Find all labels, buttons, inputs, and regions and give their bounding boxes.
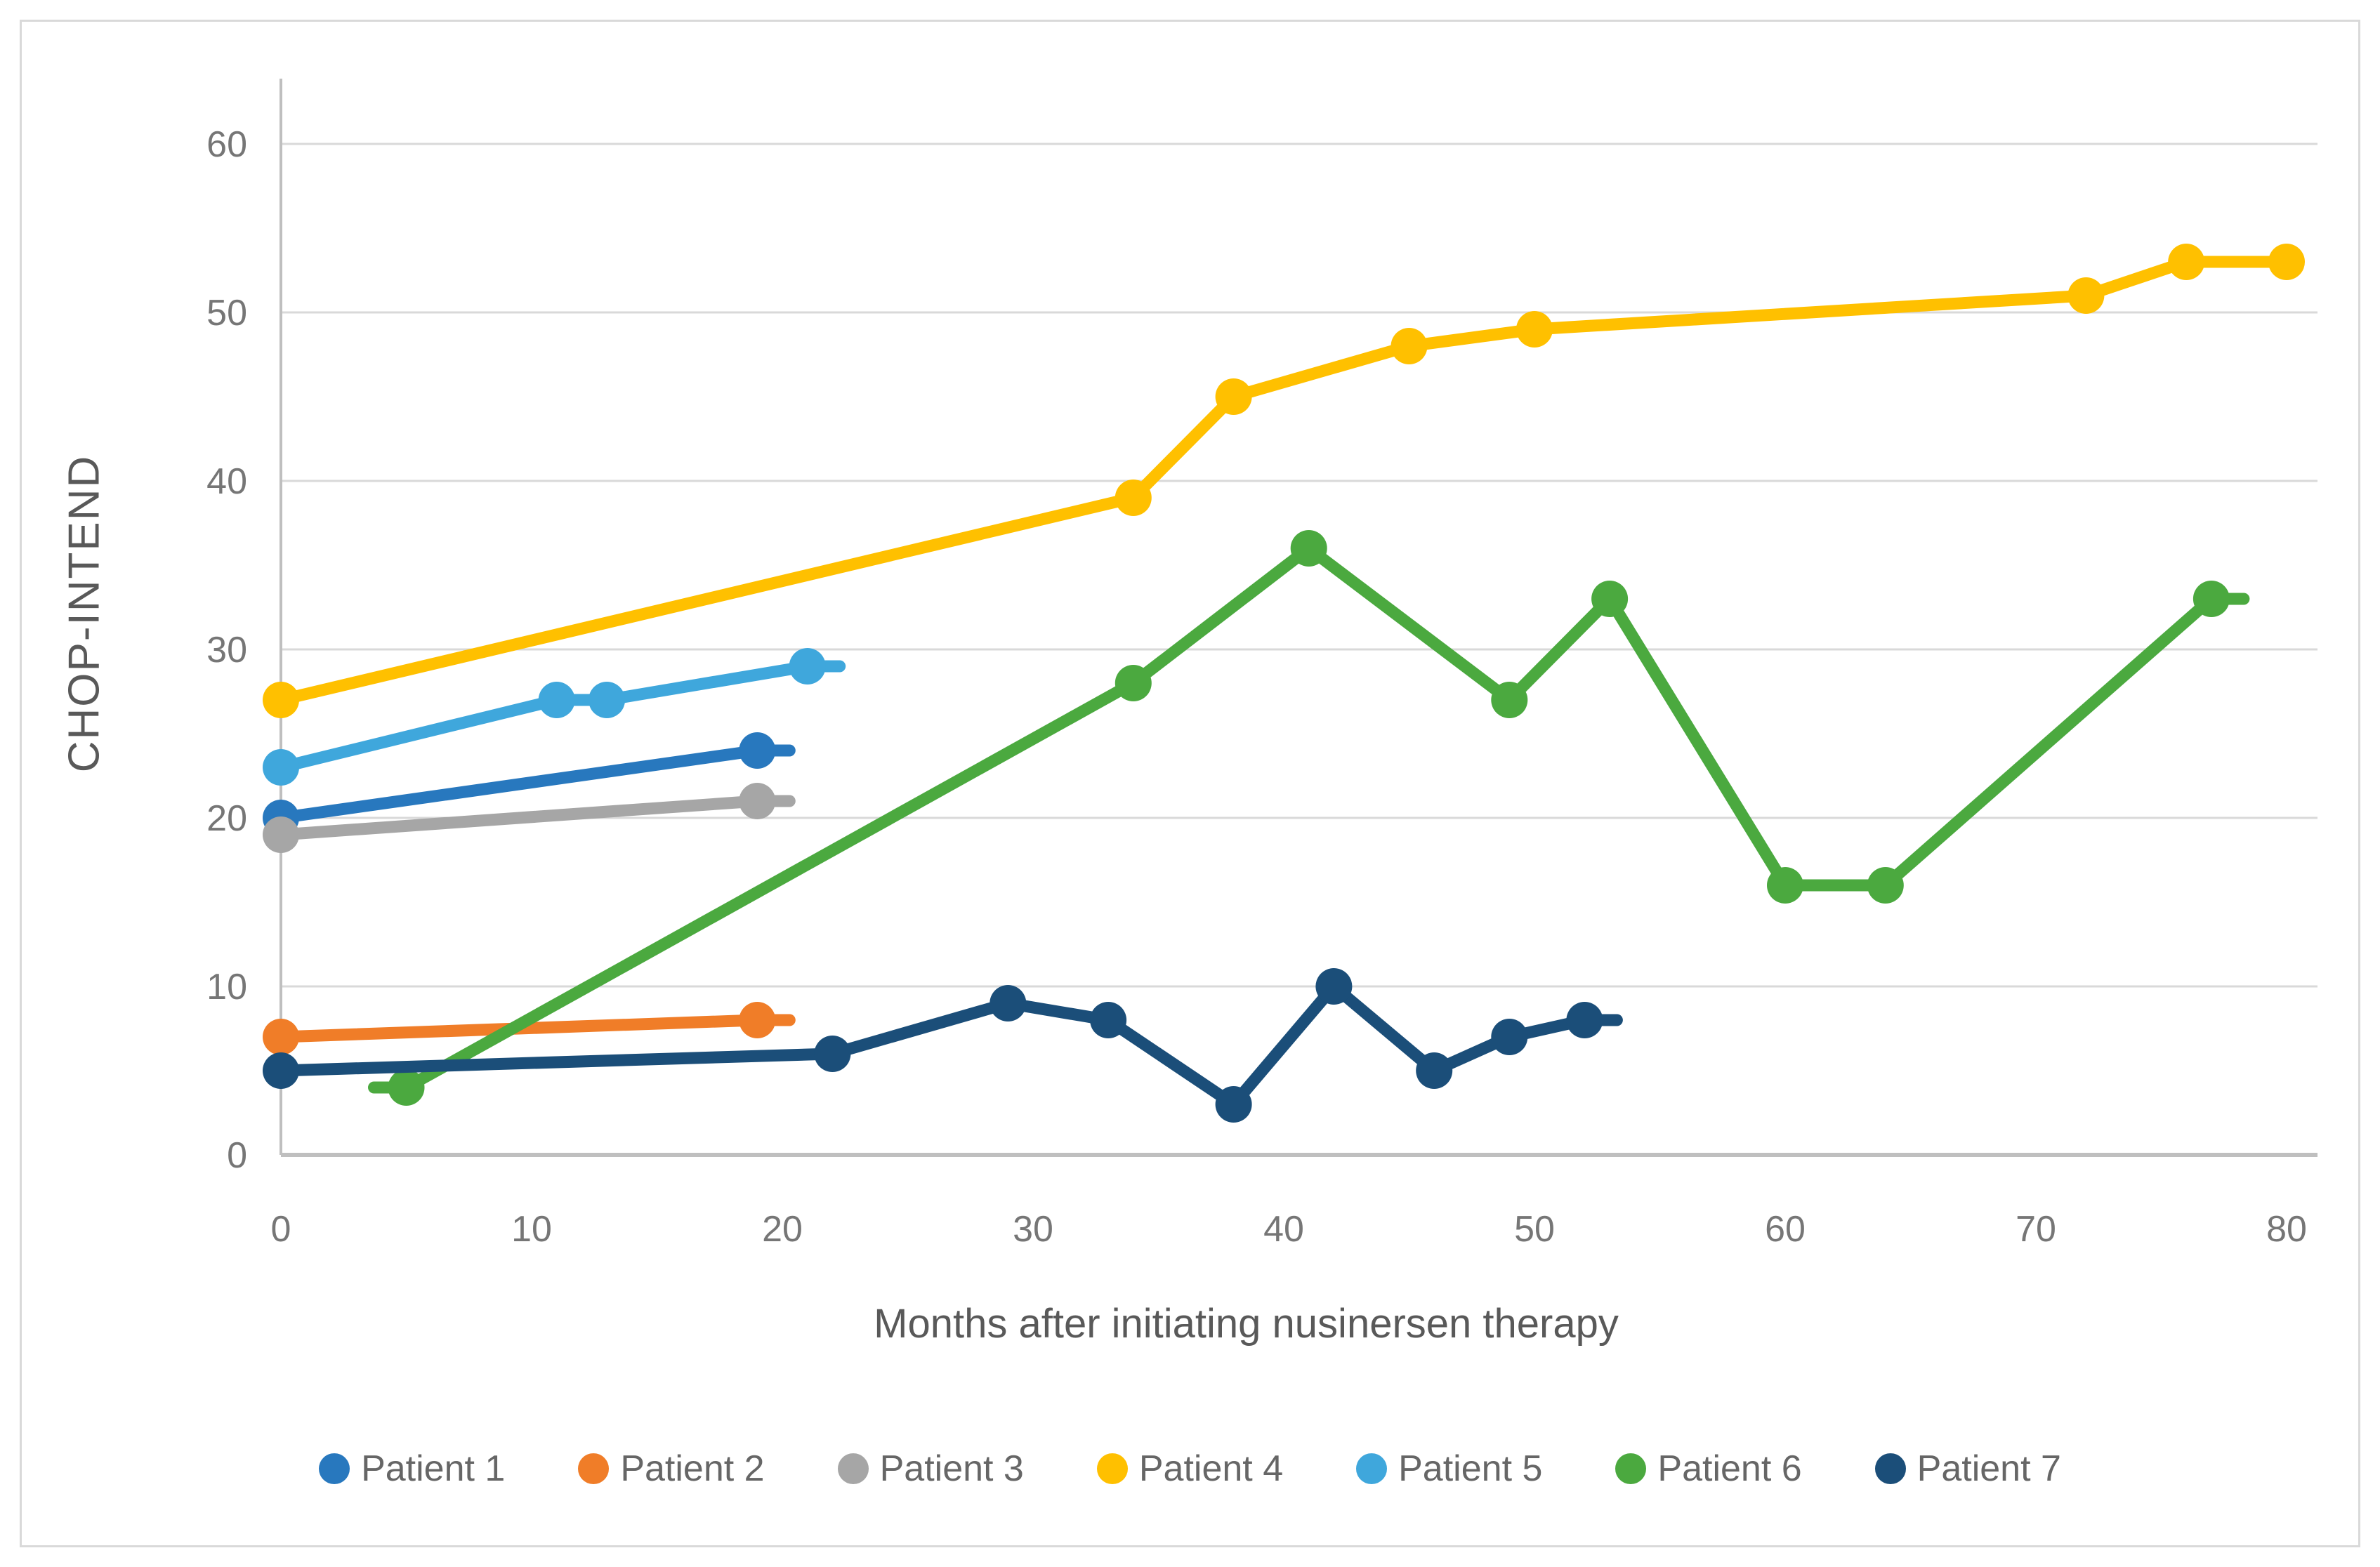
- y-axis-title: CHOP-INTEND: [60, 454, 109, 773]
- series-line-patient-2: [275, 1014, 796, 1043]
- legend-marker-patient-2: [578, 1453, 610, 1484]
- data-point-patient-6-5: [388, 1069, 425, 1106]
- data-point-patient-5-0: [263, 749, 299, 786]
- legend-item-patient-7: Patient 7: [1874, 1448, 2061, 1490]
- legend-item-patient-1: Patient 1: [319, 1448, 505, 1490]
- y-tick-label-0: 0: [227, 1135, 247, 1176]
- series-patient-7: [263, 968, 1623, 1123]
- legend-marker-patient-7: [1874, 1453, 1906, 1484]
- legend-marker-patient-3: [837, 1453, 869, 1484]
- y-tick-label-30: 30: [206, 630, 247, 670]
- data-point-patient-7-22: [814, 1036, 851, 1072]
- x-tick-label-0: 0: [271, 1209, 291, 1250]
- data-point-patient-4-72: [2067, 277, 2105, 314]
- y-tick-label-60: 60: [206, 124, 247, 165]
- legend-item-patient-5: Patient 5: [1356, 1448, 1542, 1490]
- legend-item-patient-4: Patient 4: [1096, 1448, 1284, 1490]
- data-point-patient-5-21: [789, 648, 826, 685]
- data-point-patient-4-50: [1516, 311, 1553, 348]
- legend-label-patient-6: Patient 6: [1657, 1448, 1802, 1489]
- x-tick-label-60: 60: [1765, 1209, 1806, 1250]
- series-line-patient-6: [368, 542, 2250, 1094]
- data-point-patient-6-49: [1491, 682, 1528, 718]
- series-line-patient-7: [275, 980, 1623, 1111]
- x-axis-title: Months after initiating nusinersen thera…: [874, 1301, 1619, 1347]
- legend-item-patient-3: Patient 3: [837, 1448, 1024, 1490]
- series-patient-4: [263, 244, 2305, 718]
- data-point-patient-4-80: [2268, 244, 2305, 280]
- data-point-patient-7-49: [1491, 1019, 1528, 1055]
- data-point-patient-7-46: [1416, 1052, 1453, 1089]
- data-point-patient-7-38: [1215, 1086, 1252, 1123]
- data-point-patient-2-0: [263, 1019, 299, 1055]
- legend-label-patient-5: Patient 5: [1398, 1448, 1543, 1489]
- series-patient-5: [263, 648, 846, 786]
- legend-item-patient-2: Patient 2: [578, 1448, 765, 1490]
- data-point-patient-1-19: [739, 732, 776, 769]
- legend-label-patient-3: Patient 3: [879, 1448, 1024, 1489]
- x-tick-label-80: 80: [2266, 1209, 2307, 1250]
- data-point-patient-4-38: [1215, 378, 1252, 415]
- x-tick-label-20: 20: [762, 1209, 803, 1250]
- gridlines: [281, 143, 2317, 1157]
- data-point-patient-4-45: [1390, 328, 1428, 364]
- x-tick-labels: 0 10 20 30 40 50 60 70 80: [271, 1209, 2307, 1250]
- data-point-patient-3-0: [263, 816, 299, 853]
- y-tick-label-10: 10: [206, 967, 247, 1007]
- data-point-patient-7-52: [1566, 1002, 1603, 1038]
- legend-item-patient-6: Patient 6: [1615, 1448, 1802, 1490]
- legend-marker-patient-1: [319, 1453, 350, 1484]
- legend-marker-patient-4: [1096, 1453, 1128, 1484]
- y-tick-labels: 0 10 20 30 40 50 60: [206, 124, 247, 1176]
- data-point-patient-5-11: [538, 682, 575, 718]
- y-tick-label-40: 40: [206, 461, 247, 502]
- legend-label-patient-4: Patient 4: [1138, 1448, 1284, 1489]
- x-tick-label-10: 10: [511, 1209, 552, 1250]
- data-point-patient-4-76: [2168, 244, 2205, 280]
- data-point-patient-6-41: [1290, 530, 1327, 567]
- figure-frame: [20, 20, 2360, 1547]
- x-tick-label-40: 40: [1263, 1209, 1304, 1250]
- legend-marker-patient-5: [1356, 1453, 1388, 1484]
- legend-label-patient-2: Patient 2: [620, 1448, 765, 1489]
- data-point-patient-6-53: [1591, 581, 1629, 617]
- data-point-patient-5-13: [589, 682, 626, 718]
- x-tick-label-50: 50: [1514, 1209, 1555, 1250]
- legend-label-patient-1: Patient 1: [361, 1448, 506, 1489]
- data-point-patient-7-0: [263, 1052, 299, 1089]
- data-point-patient-3-19: [739, 783, 776, 819]
- legend: Patient 1 Patient 2 Patient 3 Patient 4 Pati…: [0, 1448, 2380, 1490]
- data-point-patient-6-77: [2192, 581, 2230, 617]
- legend-label-patient-7: Patient 7: [1917, 1448, 2061, 1489]
- data-point-patient-7-33: [1090, 1002, 1127, 1038]
- data-point-patient-2-19: [739, 1002, 776, 1038]
- legend-marker-patient-6: [1615, 1453, 1647, 1484]
- data-point-patient-6-64: [1867, 867, 1904, 904]
- data-point-patient-7-42: [1315, 968, 1353, 1005]
- series-patient-2: [263, 1002, 796, 1055]
- x-axis-title-row: Months after initiating nusinersen thera…: [0, 1300, 2380, 1347]
- y-tick-label-50: 50: [206, 293, 247, 333]
- x-tick-label-30: 30: [1013, 1209, 1053, 1250]
- y-tick-label-20: 20: [206, 798, 247, 839]
- data-point-patient-4-34: [1115, 480, 1152, 516]
- data-point-patient-6-60: [1767, 867, 1803, 904]
- data-point-patient-4-0: [263, 682, 299, 718]
- series-patient-3: [263, 783, 796, 853]
- x-tick-label-70: 70: [2016, 1209, 2056, 1250]
- data-point-patient-6-34: [1115, 665, 1152, 701]
- series-patient-6: [368, 530, 2250, 1106]
- data-point-patient-7-29: [990, 985, 1027, 1021]
